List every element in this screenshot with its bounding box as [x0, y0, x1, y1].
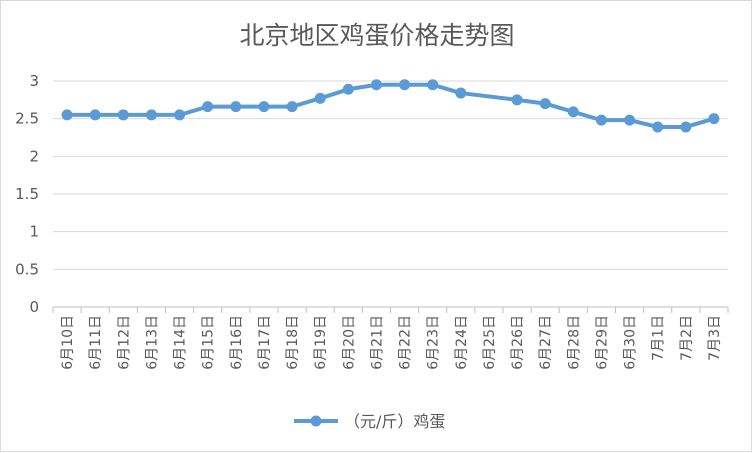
x-tick-label: 6月22日 — [398, 315, 414, 370]
x-tick-label: 6月25日 — [482, 315, 498, 370]
data-point — [342, 83, 354, 95]
data-point — [89, 109, 101, 121]
y-tick-label: 0 — [29, 298, 39, 316]
x-tick-label: 6月27日 — [538, 315, 554, 370]
x-tick-label: 6月28日 — [566, 315, 582, 370]
data-point — [370, 79, 382, 91]
data-point — [455, 87, 467, 99]
x-tick-label: 6月20日 — [341, 315, 357, 370]
series-line — [65, 82, 716, 129]
data-point — [624, 114, 636, 126]
legend-marker — [310, 415, 322, 427]
x-tick-label: 6月26日 — [510, 315, 526, 370]
data-point — [652, 121, 664, 133]
x-tick-label: 6月16日 — [229, 315, 245, 370]
data-point — [314, 92, 326, 104]
chart-title: 北京地区鸡蛋价格走势图 — [239, 21, 514, 50]
x-tick-label: 6月11日 — [88, 315, 104, 370]
data-point — [258, 101, 270, 113]
x-tick-label: 6月21日 — [369, 315, 385, 370]
x-axis: 6月10日 6月11日 6月12日 6月13日 6月14日 6月15日 6月16日 6月17日… — [52, 306, 729, 370]
x-tick-label: 6月14日 — [173, 315, 189, 370]
x-tick-label: 6月29日 — [594, 315, 610, 370]
x-tick-label: 6月13日 — [144, 315, 160, 370]
x-tick-label: 6月30日 — [623, 315, 639, 370]
x-tick-label: 6月23日 — [426, 315, 442, 370]
x-tick-label: 7月3日 — [707, 315, 723, 361]
data-point — [202, 101, 214, 113]
y-axis: 0 0.5 1 1.5 2 2.5 3 — [15, 72, 39, 316]
x-tick-label: 6月10日 — [60, 315, 76, 370]
y-tick-label: 2 — [29, 147, 39, 165]
data-point — [595, 114, 607, 126]
data-point — [286, 101, 298, 113]
data-point — [567, 106, 579, 118]
x-tick-label: 6月19日 — [313, 315, 329, 370]
y-tick-label: 3 — [29, 72, 39, 90]
data-point — [117, 109, 129, 121]
data-point — [145, 109, 157, 121]
data-point — [230, 101, 242, 113]
x-tick-label: 6月17日 — [257, 315, 273, 370]
data-point — [539, 98, 551, 110]
data-point — [511, 94, 523, 106]
y-tick-label: 0.5 — [15, 260, 39, 278]
gridlines — [53, 80, 728, 308]
x-tick-label: 7月2日 — [679, 315, 695, 361]
y-tick-label: 1.5 — [15, 185, 39, 203]
data-point — [61, 109, 73, 121]
data-point — [680, 121, 692, 133]
legend-label: （元/斤）鸡蛋 — [344, 412, 445, 431]
y-tick-label: 1 — [29, 223, 39, 241]
x-tick-label: 7月1日 — [651, 315, 667, 361]
x-tick-label: 6月12日 — [116, 315, 132, 370]
legend: （元/斤）鸡蛋 — [294, 412, 445, 431]
series-layer — [61, 79, 720, 133]
data-point — [708, 113, 720, 125]
data-point — [427, 79, 439, 91]
y-tick-label: 2.5 — [15, 110, 39, 128]
x-tick-label: 6月24日 — [454, 315, 470, 370]
x-tick-label: 6月15日 — [201, 315, 217, 370]
data-point — [399, 79, 411, 91]
x-tick-label: 6月18日 — [285, 315, 301, 370]
data-point — [174, 109, 186, 121]
